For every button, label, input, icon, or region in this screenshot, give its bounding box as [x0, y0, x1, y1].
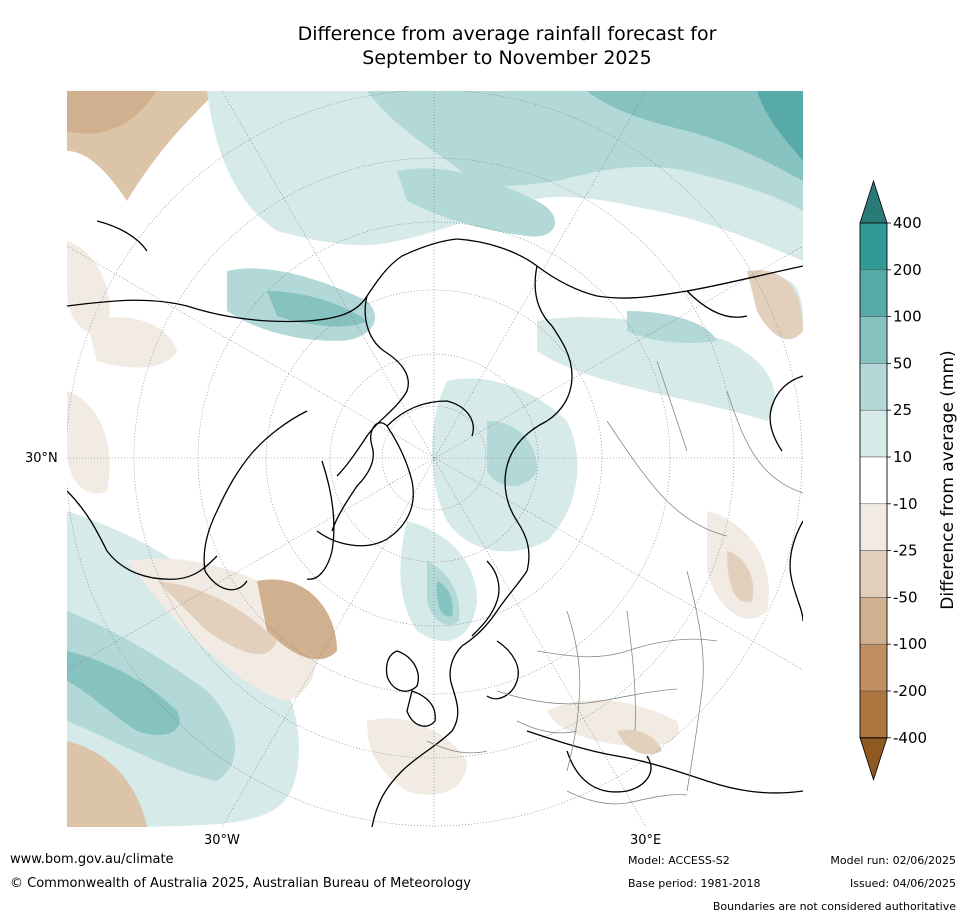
footer-copyright: © Commonwealth of Australia 2025, Austra… — [10, 876, 471, 891]
colorbar-tick-label: -25 — [893, 542, 918, 560]
tick-label-30n: 30°N — [25, 451, 58, 466]
rainfall-anomaly-map — [67, 91, 803, 827]
colorbar-bin — [859, 456, 888, 505]
colorbar-bin — [859, 316, 888, 364]
colorbar-bin — [859, 550, 888, 598]
colorbar-bin — [859, 222, 888, 271]
colorbar-tick-label: 200 — [893, 261, 922, 279]
tick-label-30e: 30°E — [630, 833, 662, 848]
colorbar: 400 200 100 50 25 10 -10 -25 -50 -100 -200 -400 — [855, 179, 965, 785]
colorbar-tick-label: 100 — [893, 308, 922, 326]
colorbar-bin — [859, 269, 888, 317]
colorbar-bin — [859, 690, 888, 739]
colorbar-tick-label: 400 — [893, 214, 922, 232]
colorbar-extend-top — [859, 179, 888, 224]
colorbar-tick-label: -100 — [893, 635, 927, 653]
colorbar-label-text: Difference from average (mm) — [938, 350, 958, 610]
country-borders — [426, 360, 803, 805]
footer-issued: Issued: 04/06/2025 — [849, 877, 956, 890]
footer-base-period: Base period: 1981-2018 — [628, 877, 761, 890]
colorbar-label: Difference from average (mm) — [936, 300, 960, 660]
title-line-2: September to November 2025 — [362, 47, 652, 69]
colorbar-bin — [859, 597, 888, 645]
colorbar-bin — [859, 503, 888, 551]
footer-disclaimer: Boundaries are not considered authoritat… — [712, 900, 956, 913]
colorbar-tick-label: 50 — [893, 354, 912, 372]
colorbar-tick-label: 25 — [893, 401, 912, 419]
colorbar-tick-label: -10 — [893, 495, 918, 513]
colorbar-bin — [859, 643, 888, 692]
colorbar-extend-bottom — [859, 737, 888, 782]
footer-model: Model: ACCESS-S2 — [628, 854, 730, 867]
colorbar-outline — [859, 222, 888, 739]
footer-website: www.bom.gov.au/climate — [10, 852, 174, 867]
footer-model-run: Model run: 02/06/2025 — [830, 854, 956, 867]
title-line-1: Difference from average rainfall forecas… — [297, 23, 717, 45]
colorbar-bin — [859, 363, 888, 411]
graticule — [67, 91, 803, 827]
coastlines — [67, 220, 803, 827]
map-title: Difference from average rainfall forecas… — [0, 22, 965, 70]
colorbar-tick-label: 10 — [893, 448, 912, 466]
colorbar-bin — [859, 409, 888, 458]
colorbar-tick-label: -50 — [893, 588, 918, 606]
anomaly-field — [67, 91, 803, 827]
tick-label-30w: 30°W — [204, 833, 240, 848]
colorbar-tick-label: -400 — [893, 729, 927, 747]
colorbar-tick-label: -200 — [893, 682, 927, 700]
